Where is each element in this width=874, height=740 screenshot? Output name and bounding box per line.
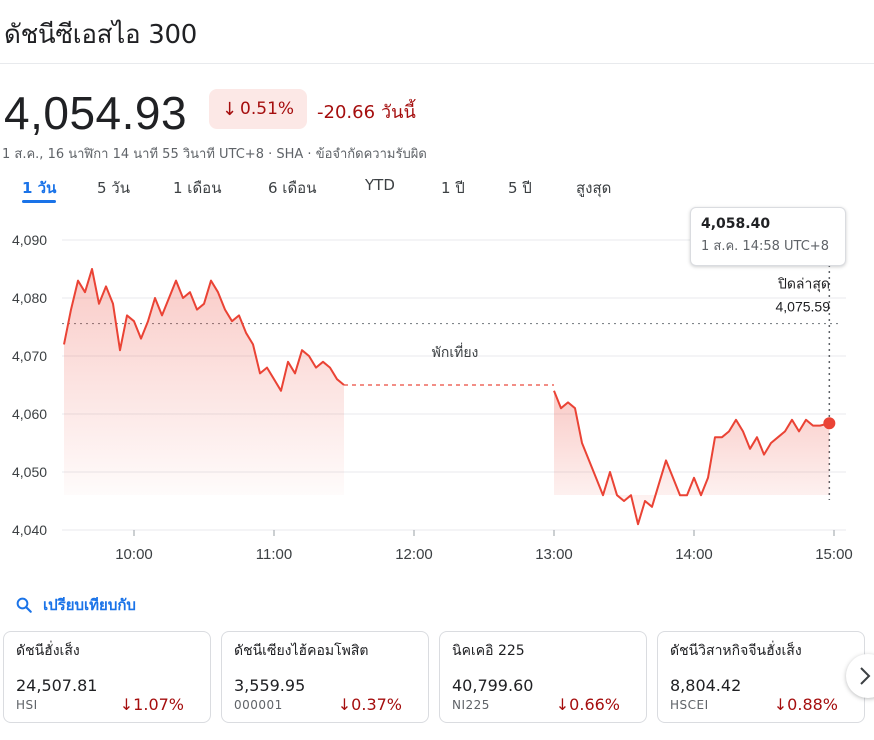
card-ticker: HSI	[16, 698, 38, 712]
x-tick-label: 11:00	[256, 546, 292, 563]
compare-label: เปรียบเทียบกับ	[43, 596, 136, 614]
change-percent: 0.51%	[240, 99, 295, 119]
card-value: 24,507.81	[16, 676, 98, 695]
y-tick-label: 4,040	[12, 522, 47, 538]
y-tick-label: 4,070	[12, 348, 47, 364]
card-change-value: 1.07%	[133, 695, 184, 714]
last-point-marker	[823, 417, 836, 430]
previous-close-value: 4,075.59	[776, 299, 831, 315]
tab-ytd[interactable]: YTD	[365, 176, 395, 194]
down-arrow-icon: ↓	[773, 695, 788, 714]
down-arrow-icon: ↓	[221, 98, 238, 120]
y-tick-label: 4,090	[12, 232, 47, 248]
x-tick-label: 10:00	[115, 546, 153, 563]
card-change: ↓0.88%	[774, 695, 838, 714]
tab-1y[interactable]: 1 ปี	[441, 179, 465, 197]
y-tick-label: 4,050	[12, 464, 47, 480]
x-tick-label: 14:00	[675, 546, 713, 563]
card-change-value: 0.66%	[569, 695, 620, 714]
morning-session-line	[63, 268, 345, 392]
card-ticker: 000001	[234, 698, 283, 712]
tab-5d[interactable]: 5 วัน	[97, 179, 130, 197]
compare-button[interactable]: เปรียบเทียบกับ	[15, 593, 136, 617]
compare-card-hscei[interactable]: ดัชนีวิสาหกิจจีนฮั่งเส็ง 8,804.42 HSCEI …	[657, 631, 865, 723]
active-tab-indicator	[22, 200, 56, 203]
card-name: ดัชนีเซียงไฮ้คอมโพสิต	[234, 643, 369, 659]
afternoon-session-area	[554, 390, 830, 525]
card-ticker: HSCEI	[670, 698, 709, 712]
card-value: 40,799.60	[452, 676, 534, 695]
x-tick-label: 15:00	[815, 546, 853, 563]
quote-meta: 1 ส.ค., 16 นาฬิกา 14 นาที 55 วินาที UTC+…	[2, 147, 427, 162]
card-change: ↓0.37%	[338, 695, 402, 714]
tab-1m[interactable]: 1 เดือน	[173, 179, 222, 197]
change-period: วันนี้	[381, 102, 416, 123]
change-value: -20.66	[317, 102, 376, 123]
card-value: 3,559.95	[234, 676, 306, 695]
card-change-value: 0.88%	[787, 695, 838, 714]
card-name: ดัชนีวิสาหกิจจีนฮั่งเส็ง	[670, 643, 802, 659]
lunch-break-label: พักเที่ยง	[432, 343, 479, 361]
page-title: ดัชนีซีเอสไอ 300	[4, 20, 198, 50]
compare-card-hsi[interactable]: ดัชนีฮั่งเส็ง 24,507.81 HSI ↓1.07%	[3, 631, 211, 723]
down-arrow-icon: ↓	[555, 695, 570, 714]
card-name: นิคเคอิ 225	[452, 643, 525, 659]
card-ticker: NI225	[452, 698, 490, 712]
title-divider	[0, 63, 874, 64]
chart-tooltip: 4,058.40 1 ส.ค. 14:58 UTC+8	[690, 207, 846, 266]
card-change: ↓1.07%	[120, 695, 184, 714]
y-tick-label: 4,080	[12, 290, 47, 306]
tab-1d[interactable]: 1 วัน	[22, 179, 57, 197]
tooltip-value: 4,058.40	[701, 216, 771, 232]
next-cards-button[interactable]	[846, 654, 874, 698]
down-arrow-icon: ↓	[119, 695, 134, 714]
compare-card-000001[interactable]: ดัชนีเซียงไฮ้คอมโพสิต 3,559.95 000001 ↓0…	[221, 631, 429, 723]
previous-close-label: ปิดล่าสุด	[777, 277, 830, 293]
card-change: ↓0.66%	[556, 695, 620, 714]
x-tick-label: 13:00	[535, 546, 573, 563]
compare-card-ni225[interactable]: นิคเคอิ 225 40,799.60 NI225 ↓0.66%	[439, 631, 647, 723]
card-value: 8,804.42	[670, 676, 742, 695]
search-icon	[16, 597, 32, 613]
tab-max[interactable]: สูงสุด	[576, 179, 612, 197]
card-change-value: 0.37%	[351, 695, 402, 714]
y-tick-label: 4,060	[12, 406, 47, 422]
afternoon-session-line	[553, 390, 830, 526]
down-arrow-icon: ↓	[337, 695, 352, 714]
current-price: 4,054.93	[4, 87, 188, 139]
tab-6m[interactable]: 6 เดือน	[268, 179, 317, 197]
tooltip-time: 1 ส.ค. 14:58 UTC+8	[701, 239, 829, 254]
chevron-right-icon	[860, 667, 871, 685]
change-percent-badge: ↓ 0.51%	[209, 89, 307, 129]
price-chart[interactable]: 4,090 4,080 4,070 4,060 4,050 4,040 10:00 11:00…	[0, 205, 874, 575]
card-name: ดัชนีฮั่งเส็ง	[16, 643, 80, 659]
morning-session-area	[64, 269, 344, 495]
change-absolute: -20.66 วันนี้	[317, 97, 416, 126]
x-tick-label: 12:00	[395, 546, 433, 563]
tab-5y[interactable]: 5 ปี	[508, 179, 532, 197]
